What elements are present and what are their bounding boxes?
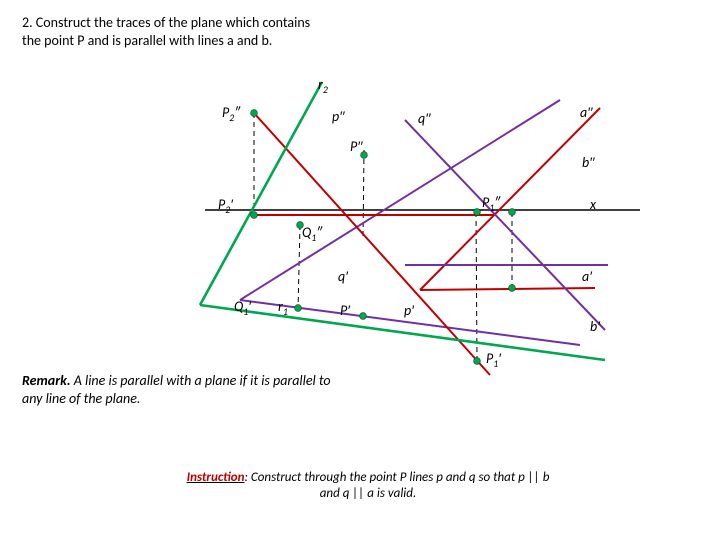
label-r1: r1 xyxy=(278,298,288,318)
point-P1p xyxy=(474,358,481,365)
point-P2pp xyxy=(251,110,258,117)
label-app: a′′ xyxy=(580,104,592,121)
label-bpp: b′′ xyxy=(582,154,594,171)
point-apex xyxy=(509,209,516,216)
label-Q1p: Q1′ xyxy=(234,298,251,318)
label-P1p: P1′ xyxy=(486,350,501,370)
label-ppp: p′′ xyxy=(332,108,344,125)
point-Pp xyxy=(360,313,367,320)
label-P2p: P2′ xyxy=(218,196,233,216)
point-P2p xyxy=(251,212,258,219)
label-r2: r2 xyxy=(318,76,328,96)
label-P2pp: P2″ xyxy=(222,104,240,124)
label-qp: q′ xyxy=(338,268,348,285)
label-Pp: P′ xyxy=(340,302,350,319)
diagram-svg xyxy=(0,0,720,540)
point-P1pp xyxy=(474,209,481,216)
label-ap: a′ xyxy=(582,268,592,285)
label-bp: b′ xyxy=(590,318,600,335)
label-Q1pp: Q1″ xyxy=(302,224,322,244)
point-Q1p xyxy=(295,305,302,312)
label-pp: p′ xyxy=(404,302,414,319)
label-qpp: q′′ xyxy=(418,110,430,127)
label-P1pp: P1″ xyxy=(482,194,500,214)
label-Ppp: P′′ xyxy=(350,138,362,155)
label-x: x xyxy=(590,196,596,213)
point-ab_cross xyxy=(509,285,516,292)
